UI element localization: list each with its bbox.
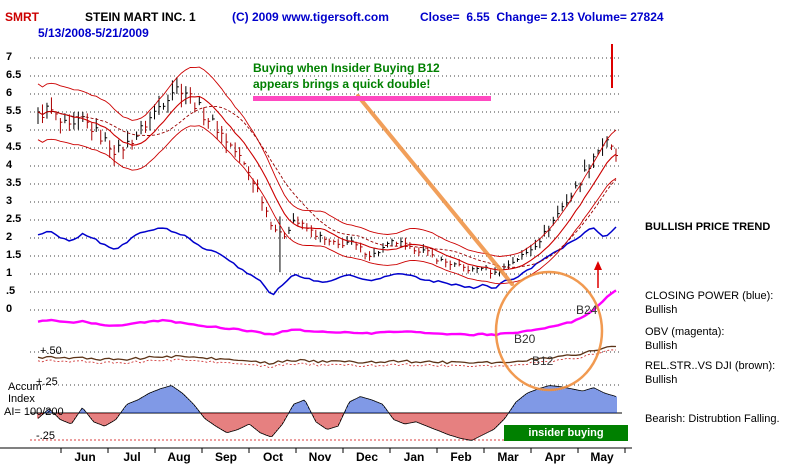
ai-ratio-label: AI= 100/200 bbox=[4, 406, 64, 418]
closing-power-status: Bullish bbox=[645, 304, 678, 316]
red-up-arrow-icon bbox=[594, 261, 602, 270]
obv-label: OBV (magenta): bbox=[645, 326, 725, 338]
price-axis-label: 3.5 bbox=[6, 177, 22, 189]
month-axis-label: Feb bbox=[450, 450, 472, 464]
price-axis-label: 3 bbox=[6, 195, 13, 207]
annotation-orange-circle bbox=[494, 270, 604, 392]
price-axis-label: .5 bbox=[6, 285, 16, 297]
price-axis-label: 0 bbox=[6, 303, 13, 315]
closing-power-label: CLOSING POWER (blue): bbox=[645, 290, 774, 302]
rel-str-status: Bullish bbox=[645, 374, 678, 386]
insider-buying-badge: insider buying bbox=[504, 425, 628, 441]
month-axis-label: Oct bbox=[262, 450, 283, 464]
plus-25-label: +.25 bbox=[36, 376, 58, 388]
accum-label: Accum bbox=[8, 381, 42, 393]
copyright-link[interactable]: (C) 2009 www.tigersoft.com bbox=[232, 10, 389, 24]
bearish-note: Bearish: Distrubtion Falling. bbox=[645, 413, 780, 425]
month-axis-label: Jun bbox=[74, 450, 96, 464]
price-axis-label: 5.5 bbox=[6, 105, 22, 117]
month-axis-label: Apr bbox=[544, 450, 566, 464]
month-axis-label: Aug bbox=[167, 450, 191, 464]
buy-signal-b20: B20 bbox=[514, 332, 536, 346]
minus-25-label: -.25 bbox=[36, 430, 55, 442]
month-axis-label: Dec bbox=[355, 450, 378, 464]
pink-underline-bar bbox=[253, 96, 491, 101]
index-label: Index bbox=[8, 393, 35, 405]
price-axis-label: 1 bbox=[6, 267, 13, 279]
price-axis-label: 4.5 bbox=[6, 141, 22, 153]
annotation-orange-line bbox=[356, 94, 514, 286]
month-axis-label: Jan bbox=[403, 450, 425, 464]
plus-50-label: +.50 bbox=[40, 345, 62, 357]
price-axis-label: 6 bbox=[6, 87, 13, 99]
month-axis-label: Mar bbox=[497, 450, 519, 464]
price-trend-label: BULLISH PRICE TREND bbox=[645, 221, 771, 233]
price-axis-label: 5 bbox=[6, 123, 13, 135]
rel-str-label: REL.STR..VS DJI (brown): bbox=[645, 360, 776, 372]
price-axis-label: 6.5 bbox=[6, 69, 22, 81]
buy-signal-b24: B24 bbox=[576, 303, 598, 317]
insider-note-line1: Buying when Insider Buying B12 bbox=[253, 61, 440, 75]
price-axis-label: 2 bbox=[6, 231, 13, 243]
obv-status: Bullish bbox=[645, 340, 678, 352]
insider-note-line2: appears brings a quick double! bbox=[253, 77, 431, 91]
date-range: 5/13/2008-5/21/2009 bbox=[38, 26, 149, 40]
company-title: STEIN MART INC. 1 bbox=[85, 10, 196, 24]
quote-stats: Close= 6.55 Change= 2.13 Volume= 27824 bbox=[420, 10, 664, 24]
month-axis-label: Jul bbox=[123, 450, 141, 464]
buy-signal-b12: B12 bbox=[532, 354, 554, 368]
price-axis-label: 2.5 bbox=[6, 213, 22, 225]
price-axis-label: 4 bbox=[6, 159, 13, 171]
month-axis-label: Nov bbox=[308, 450, 332, 464]
price-axis-label: 1.5 bbox=[6, 249, 22, 261]
ticker-symbol: SMRT bbox=[5, 10, 39, 24]
price-axis-label: 7 bbox=[6, 51, 13, 63]
month-axis-label: May bbox=[590, 450, 614, 464]
month-axis-label: Sep bbox=[214, 450, 237, 464]
